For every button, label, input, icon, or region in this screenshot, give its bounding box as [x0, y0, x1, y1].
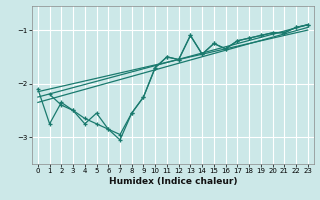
X-axis label: Humidex (Indice chaleur): Humidex (Indice chaleur): [108, 177, 237, 186]
